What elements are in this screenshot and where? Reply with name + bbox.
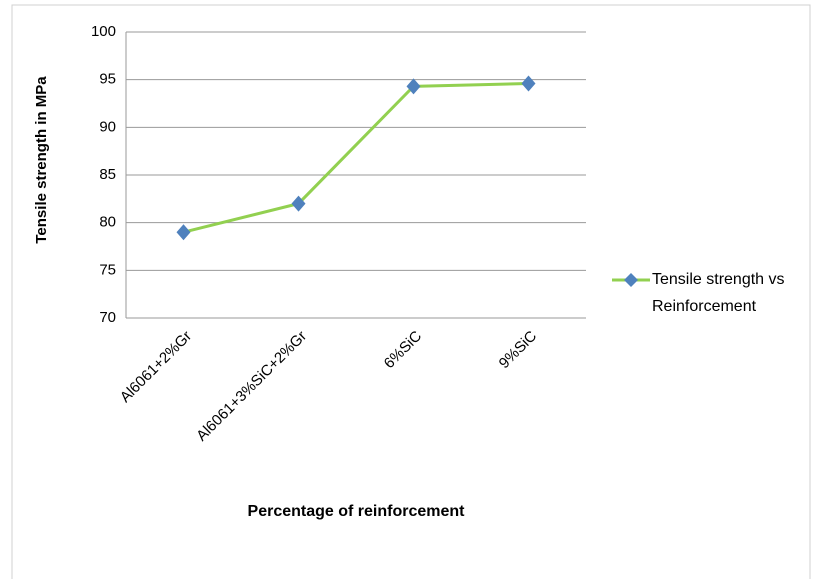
x-tick-label: 6%SiC	[381, 328, 426, 373]
x-tick-label: Al6061+3%SiC+2%Gr	[193, 328, 310, 445]
y-tick-label: 80	[99, 214, 116, 231]
data-marker	[291, 195, 306, 212]
y-tick-label: 95	[99, 71, 116, 88]
data-marker	[176, 224, 191, 241]
y-tick-label: 100	[91, 23, 116, 40]
y-axis-title: Tensile strength in MPa	[33, 76, 50, 244]
legend-marker	[624, 273, 638, 287]
series-line	[183, 81, 529, 234]
y-tick-label: 75	[99, 261, 116, 278]
y-tick-label: 90	[99, 118, 116, 135]
x-tick-label: 9%SiC	[496, 328, 541, 373]
y-tick-label: 85	[99, 166, 116, 183]
y-tick-label: 70	[99, 309, 116, 326]
legend-label: Tensile strength vs Reinforcement	[652, 271, 785, 315]
x-tick-label: Al6061+2%Gr	[117, 328, 195, 406]
data-marker	[406, 78, 421, 95]
x-axis-title: Percentage of reinforcement	[248, 503, 466, 520]
data-marker	[521, 75, 536, 92]
chart-frame	[11, 4, 811, 579]
